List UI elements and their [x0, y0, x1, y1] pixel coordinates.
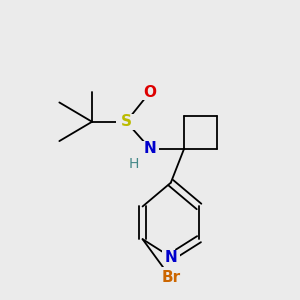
FancyBboxPatch shape [158, 267, 184, 289]
Text: O: O [143, 85, 157, 100]
Text: H: H [128, 157, 139, 171]
FancyBboxPatch shape [162, 250, 180, 265]
Text: N: N [144, 141, 156, 156]
Text: N: N [164, 250, 177, 265]
FancyBboxPatch shape [116, 114, 136, 130]
Text: Br: Br [161, 270, 180, 285]
Text: S: S [121, 114, 132, 129]
FancyBboxPatch shape [141, 85, 159, 100]
FancyBboxPatch shape [141, 141, 159, 156]
